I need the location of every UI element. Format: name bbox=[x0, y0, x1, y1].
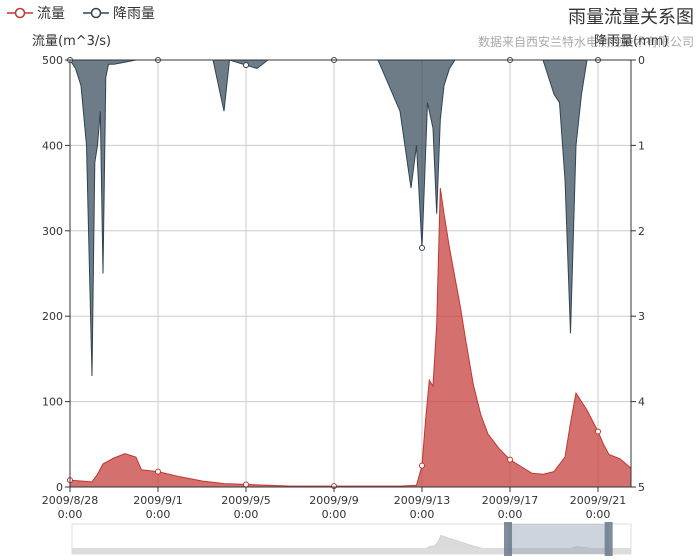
legend-item-flow[interactable]: 流量 bbox=[6, 4, 65, 22]
legend-rainfall-label: 降雨量 bbox=[113, 6, 155, 22]
x-tick-time-label: 0:00 bbox=[58, 508, 83, 521]
x-tick-time-label: 0:00 bbox=[410, 508, 435, 521]
x-tick-date-label: 2009/9/21 bbox=[570, 494, 626, 507]
zoom-handle-start-icon[interactable] bbox=[504, 522, 513, 556]
x-tick-time-label: 0:00 bbox=[498, 508, 523, 521]
x-tick-time-label: 0:00 bbox=[586, 508, 611, 521]
x-tick-date-label: 2009/8/28 bbox=[42, 494, 98, 507]
data-point-rainfall bbox=[419, 244, 425, 251]
series-line-flow bbox=[69, 188, 632, 487]
chart-subtitle: 数据来自西安兰特水电测控技术有限公司 bbox=[477, 35, 694, 49]
y-left-tick-label: 400 bbox=[42, 139, 63, 152]
y-left-tick-label: 300 bbox=[42, 225, 63, 238]
chart-title: 雨量流量关系图 bbox=[568, 7, 694, 28]
legend-flow-swatch-icon bbox=[7, 7, 33, 19]
y-left-tick-label: 100 bbox=[42, 396, 63, 409]
y-axis-left-label: 流量(m^3/s) bbox=[32, 34, 112, 49]
y-right-tick-label: 5 bbox=[638, 481, 645, 494]
series-line-rainfall bbox=[69, 59, 631, 377]
x-tick-date-label: 2009/9/5 bbox=[221, 494, 270, 507]
legend-rainfall-swatch-icon bbox=[83, 7, 109, 19]
x-tick-date-label: 2009/9/1 bbox=[133, 494, 182, 507]
data-point-rainfall bbox=[243, 62, 249, 69]
x-tick-time-label: 0:00 bbox=[146, 508, 171, 521]
x-tick-date-label: 2009/9/17 bbox=[482, 494, 538, 507]
data-point-flow bbox=[243, 481, 249, 488]
y-right-tick-label: 0 bbox=[638, 54, 645, 67]
data-point-flow bbox=[595, 428, 601, 435]
zoom-handle-end-icon[interactable] bbox=[604, 522, 613, 556]
y-right-tick-label: 4 bbox=[638, 396, 645, 409]
data-point-flow bbox=[155, 468, 161, 475]
y-left-tick-label: 500 bbox=[42, 54, 63, 67]
y-right-tick-label: 3 bbox=[638, 310, 645, 323]
x-tick-time-label: 0:00 bbox=[234, 508, 259, 521]
x-tick-time-label: 0:00 bbox=[322, 508, 347, 521]
data-point-flow bbox=[419, 462, 425, 469]
legend-flow-label: 流量 bbox=[37, 6, 65, 22]
zoom-baseline bbox=[72, 548, 631, 554]
series-area-rainfall bbox=[70, 60, 631, 376]
legend-item-rainfall[interactable]: 降雨量 bbox=[82, 4, 155, 22]
y-left-tick-label: 0 bbox=[56, 481, 63, 494]
series-area-flow bbox=[70, 188, 631, 487]
y-right-tick-label: 2 bbox=[638, 225, 645, 238]
data-point-flow bbox=[507, 456, 513, 463]
zoom-window[interactable] bbox=[508, 524, 609, 554]
x-tick-date-label: 2009/9/13 bbox=[394, 494, 450, 507]
x-tick-date-label: 2009/9/9 bbox=[309, 494, 358, 507]
y-right-tick-label: 1 bbox=[638, 139, 645, 152]
y-axis-right-label: 降雨量(mm) bbox=[594, 34, 669, 49]
y-left-tick-label: 200 bbox=[42, 310, 63, 323]
data-zoom-slider[interactable] bbox=[71, 522, 632, 556]
